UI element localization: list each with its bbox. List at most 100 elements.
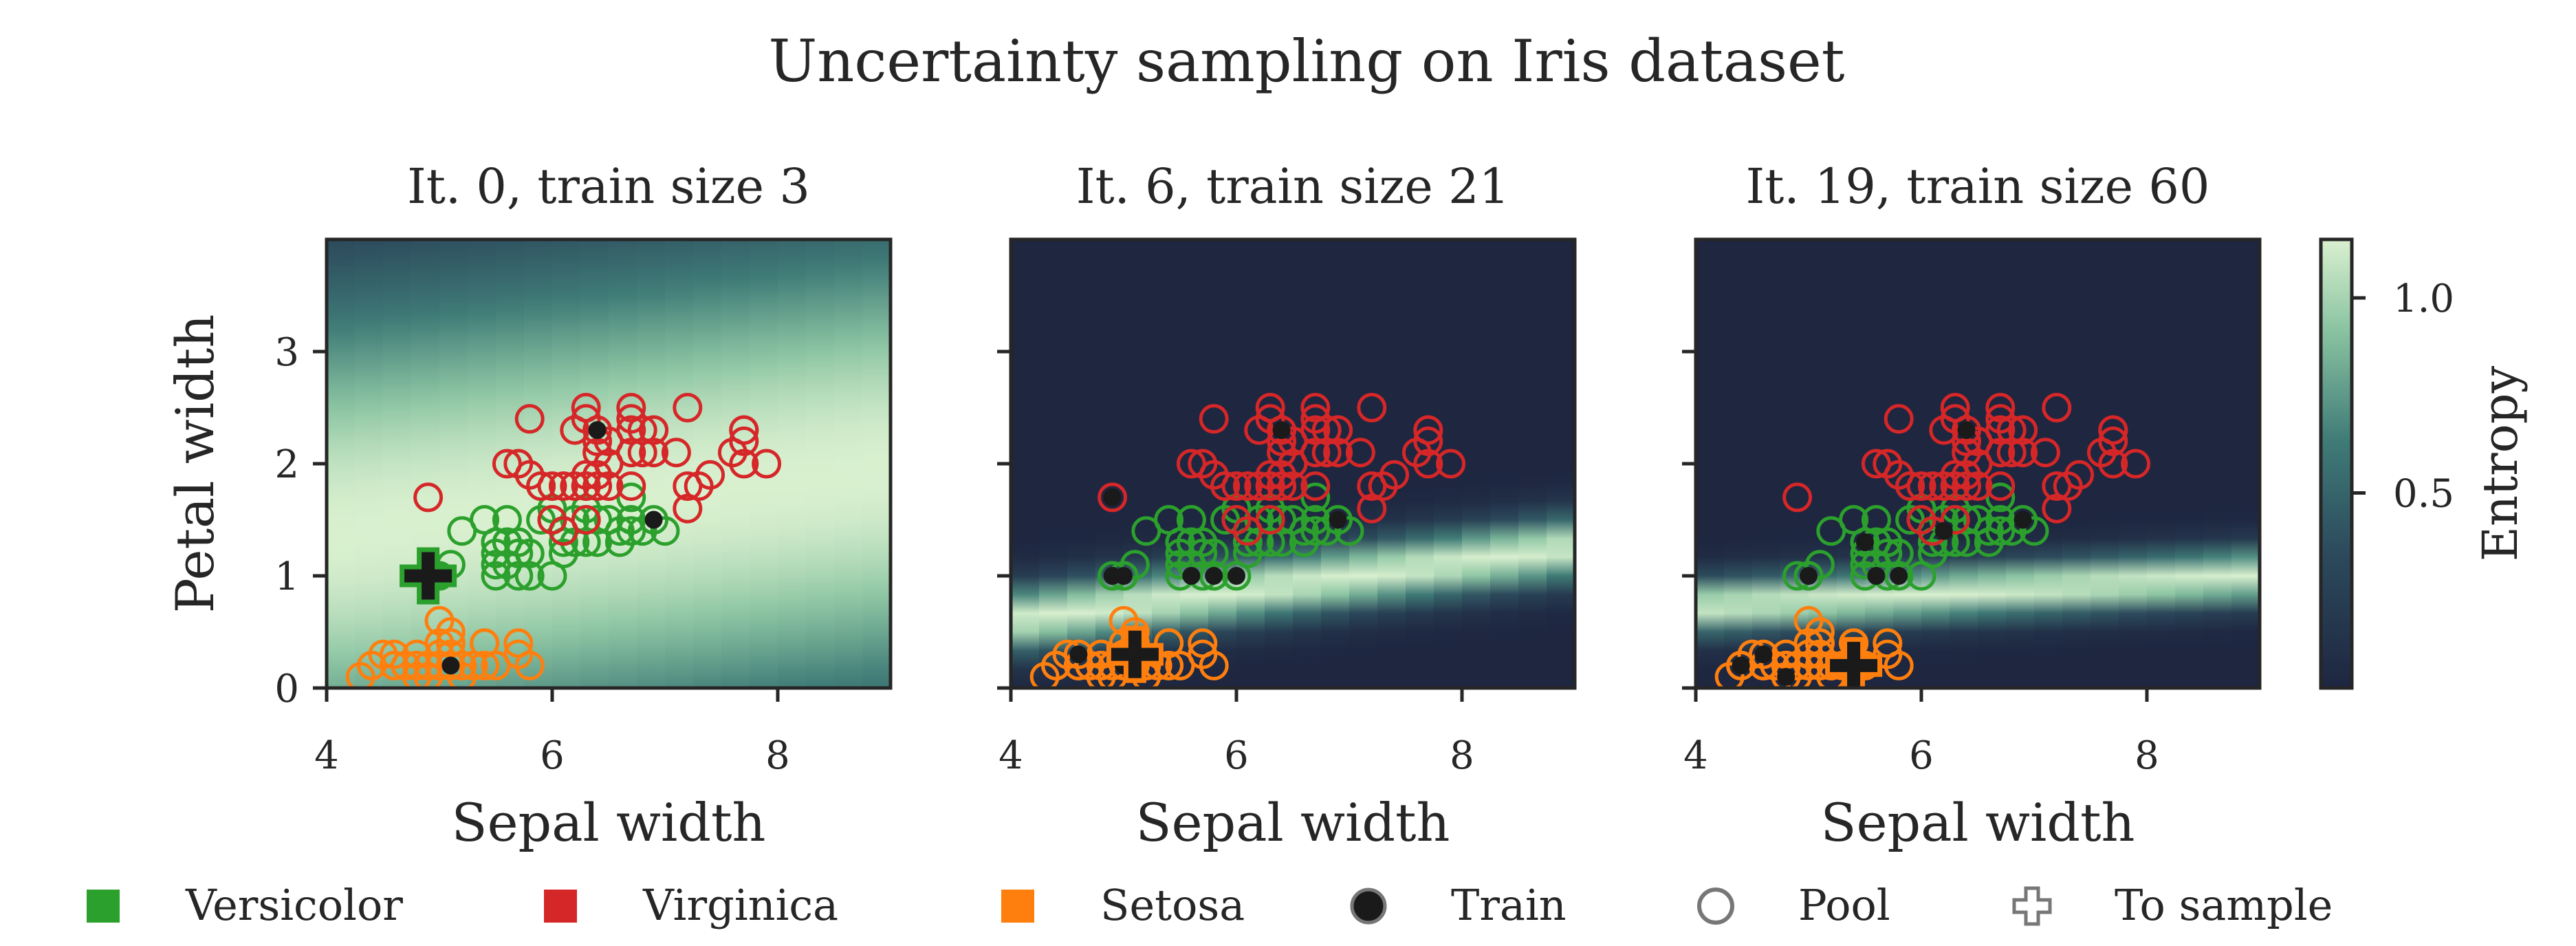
virginica-point (673, 393, 703, 422)
virginica-point (1985, 415, 2016, 445)
versicolor-point (503, 538, 534, 568)
virginica-point (1413, 415, 1443, 445)
virginica-point (1255, 471, 1285, 502)
train-point (588, 421, 607, 440)
train-point (644, 510, 663, 529)
colorbar-tick-label: 1.0 (2393, 277, 2454, 321)
pool-points (1029, 393, 1466, 688)
virginica-point (729, 415, 759, 445)
pool-points (345, 393, 782, 688)
colorbar: 0.5 1.0 Entropy (2319, 237, 2529, 690)
legend-item-versicolor: Versicolor (87, 880, 403, 930)
train-point (1754, 645, 1773, 664)
legend-label: Versicolor (185, 880, 403, 930)
entropy-background (327, 239, 891, 688)
virginica-point (1278, 449, 1308, 479)
virginica-point (1379, 460, 1410, 490)
virginica-point (1963, 449, 1993, 479)
x-tick-label: 8 (765, 733, 790, 778)
virginica-point (639, 415, 669, 445)
virginica-point (1895, 471, 1925, 502)
setosa-point (1873, 628, 1903, 658)
entropy-background (1696, 239, 2260, 688)
x-axis-label: Sepal width (1136, 792, 1450, 853)
virginica-point (514, 404, 545, 434)
versicolor-point (1120, 550, 1150, 580)
virginica-point (1985, 471, 2016, 502)
setosa-point (1041, 650, 1071, 680)
entropy-background (1011, 239, 1575, 688)
virginica-point (1929, 415, 1959, 445)
y-tick-label: 2 (274, 442, 299, 487)
virginica-point (1884, 404, 1914, 434)
versicolor-point (503, 527, 534, 557)
y-axis-label: Petal width (164, 314, 226, 614)
panel-1: 4 6 8 0 1 2 3 It. 0, train size 3 Sepal width Pet… (164, 158, 893, 853)
virginica-point (1323, 415, 1353, 445)
setosa-point (1165, 650, 1195, 680)
legend-label: Setosa (1100, 880, 1245, 930)
train-point (1800, 567, 1818, 585)
virginica-point (503, 449, 534, 479)
virginica-point (526, 471, 556, 502)
legend-item-setosa: Setosa (1001, 880, 1245, 930)
virginica-point (729, 449, 759, 479)
colorbar-label: Entropy (2472, 365, 2529, 561)
virginica-point (1244, 415, 1274, 445)
x-tick-label: 8 (1450, 733, 1474, 778)
panel-3: 4 6 8 It. 19, train size 60 Sepal width (1682, 158, 2262, 853)
versicolor-point (1873, 527, 1903, 557)
virginica-point (2042, 393, 2072, 422)
versicolor-point (1985, 505, 2016, 535)
to-sample-point (1825, 636, 1883, 688)
virginica-point (616, 415, 646, 445)
virginica-point (1940, 471, 1970, 502)
panel-title: It. 0, train size 3 (407, 158, 810, 215)
to-sample-point (1106, 625, 1164, 683)
virginica-point (616, 471, 646, 502)
train-point (1227, 567, 1245, 585)
setosa-point (1793, 650, 1824, 680)
virginica-point (673, 493, 703, 524)
x-tick-label: 4 (1683, 733, 1708, 778)
x-tick-label: 4 (314, 733, 339, 778)
setosa-point (481, 650, 511, 680)
virginica-point (1436, 449, 1466, 479)
y-tick-label: 3 (274, 330, 299, 375)
virginica-point (2121, 449, 2151, 479)
setosa-point (357, 650, 387, 680)
virginica-point (1861, 449, 1891, 479)
virginica-point (413, 482, 444, 513)
versicolor-point (616, 516, 646, 546)
to-sample-point (400, 547, 457, 605)
train-point (1777, 667, 1795, 686)
setosa-point (379, 650, 409, 680)
virginica-point (1300, 415, 1331, 445)
legend-item-pool: Pool (1697, 880, 1890, 930)
x-tick-label: 4 (998, 733, 1023, 778)
x-axis-label: Sepal width (1821, 792, 2135, 853)
legend-marker (544, 890, 577, 923)
virginica-point (1782, 482, 1813, 513)
legend-marker (87, 890, 120, 923)
colorbar-tick-label: 0.5 (2393, 472, 2454, 517)
virginica-point (2030, 438, 2060, 468)
virginica-point (537, 471, 567, 502)
virginica-point (1176, 449, 1206, 479)
train-point (1934, 522, 1953, 540)
setosa-point (1726, 650, 1756, 680)
versicolor-point (1300, 516, 1331, 546)
virginica-point (2064, 460, 2095, 490)
setosa-point (503, 628, 534, 658)
train-point (1103, 488, 1122, 506)
legend-marker (2012, 886, 2052, 926)
x-tick-label: 6 (1909, 733, 1934, 778)
virginica-point (1985, 393, 2016, 422)
pool-points (1714, 393, 2151, 688)
panel-2: 4 6 8 It. 6, train size 21 Sepal width (997, 158, 1577, 853)
virginica-point (2098, 415, 2128, 445)
train-point (1867, 567, 1886, 585)
panel-title: It. 6, train size 21 (1076, 158, 1509, 215)
virginica-point (1357, 493, 1387, 524)
